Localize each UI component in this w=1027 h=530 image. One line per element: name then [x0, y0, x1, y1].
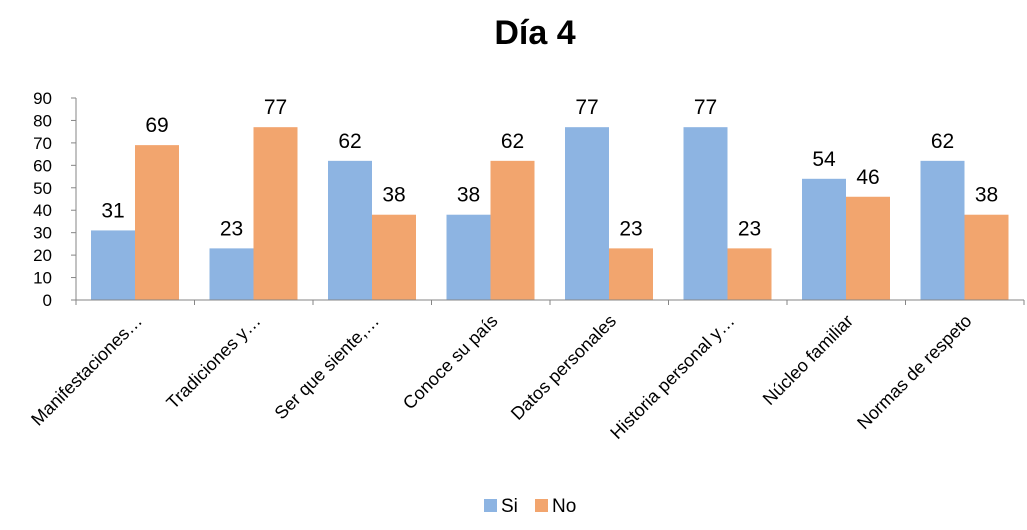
data-label: 31	[101, 199, 124, 222]
x-axis: Manifestaciones… Tradiciones y… Ser que si…	[27, 299, 1025, 443]
data-label: 77	[575, 96, 598, 119]
data-label: 38	[975, 184, 998, 207]
bar-no	[609, 248, 653, 300]
data-label: 38	[382, 184, 405, 207]
x-tick-label: Conoce su país	[399, 311, 502, 414]
data-labels: 31 69 23 77 62 38 38 62 77 23 77 23 54 46 62 38	[101, 96, 998, 240]
bar-no	[727, 248, 772, 300]
data-label: 62	[931, 130, 954, 153]
bar-si	[565, 127, 609, 300]
x-tick-label: Núcleo familiar	[759, 311, 857, 409]
bar-si	[802, 178, 846, 300]
bar-si	[91, 230, 135, 300]
data-label: 62	[501, 130, 524, 153]
legend-label-no: No	[552, 496, 576, 517]
x-tick-label: Manifestaciones…	[27, 311, 146, 430]
y-tick-label: 10	[33, 269, 52, 288]
y-axis: 0 10 20 30 40 50 60 70 80 90	[33, 89, 77, 310]
legend-swatch-si	[484, 499, 497, 512]
bar-no	[964, 214, 1009, 300]
data-label: 23	[220, 217, 243, 240]
data-label: 69	[145, 114, 168, 137]
data-label: 23	[619, 217, 642, 240]
bar-si	[446, 214, 491, 300]
x-tick-label: Tradiciones y…	[162, 311, 264, 413]
y-tick-label: 70	[33, 134, 52, 153]
y-tick-label: 80	[33, 111, 52, 130]
bar-no	[372, 214, 416, 300]
data-label: 62	[338, 130, 361, 153]
legend: Si No	[484, 496, 576, 517]
data-label: 46	[856, 166, 879, 189]
bar-si	[328, 160, 372, 300]
y-tick-label: 90	[33, 89, 52, 108]
legend-swatch-no	[535, 499, 548, 512]
y-tick-label: 60	[33, 156, 52, 175]
bar-no	[135, 145, 179, 300]
y-tick-label: 50	[33, 179, 52, 198]
data-label: 38	[457, 184, 480, 207]
data-label: 54	[812, 148, 836, 171]
x-tick-label: Historia personal y…	[606, 311, 738, 443]
x-tick-label: Datos personales	[507, 311, 620, 424]
bar-si	[683, 127, 728, 300]
y-tick-label: 20	[33, 246, 52, 265]
chart-title: Día 4	[494, 14, 576, 52]
data-label: 77	[264, 96, 287, 119]
data-label: 23	[738, 217, 761, 240]
x-tick-label: Ser que siente,…	[271, 311, 383, 423]
x-tick-label: Normas de respeto	[853, 311, 975, 433]
bars	[91, 127, 1009, 300]
bar-no	[490, 160, 535, 300]
y-tick-label: 30	[33, 224, 52, 243]
data-label: 77	[694, 96, 717, 119]
y-tick-label: 40	[33, 201, 52, 220]
bar-no	[846, 196, 890, 300]
bar-si	[209, 248, 254, 300]
y-tick-label: 0	[43, 291, 52, 310]
legend-label-si: Si	[501, 496, 518, 517]
bar-si	[920, 160, 965, 300]
bar-no	[253, 127, 298, 300]
